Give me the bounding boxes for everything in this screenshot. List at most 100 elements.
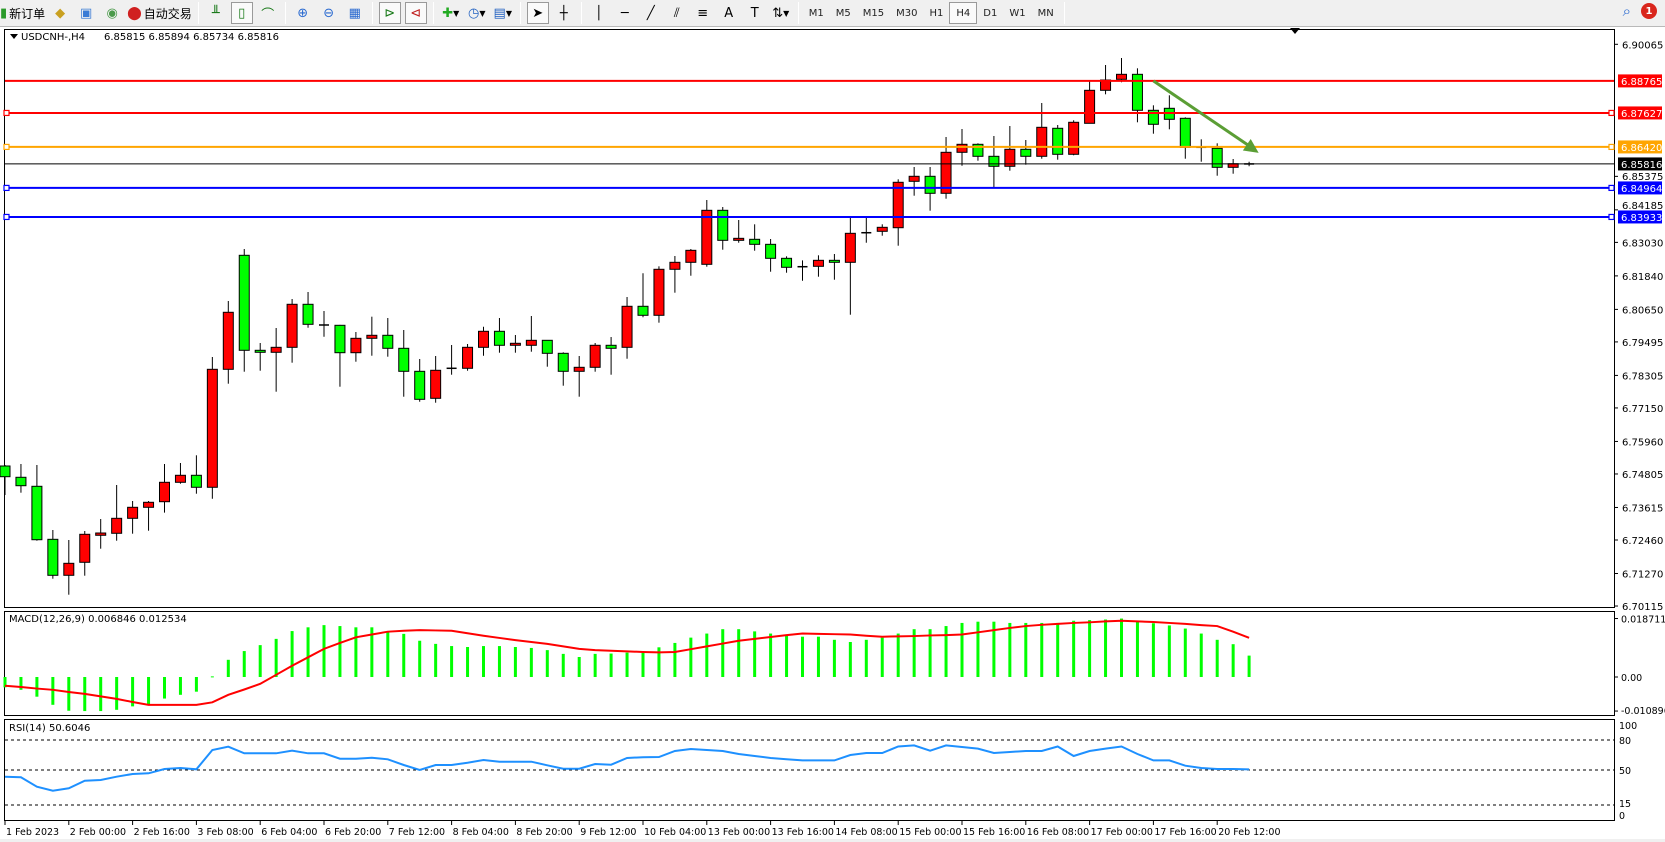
candle-body-bear (254, 349, 266, 353)
macd-histogram-bar (721, 629, 725, 677)
macd-histogram-bar (497, 646, 501, 677)
tile-windows-button[interactable]: ▦ (344, 2, 366, 24)
timeframe-m30[interactable]: M30 (896, 7, 918, 19)
macd-histogram-bar (354, 627, 358, 677)
macd-histogram-bar (210, 676, 214, 678)
candle (589, 343, 601, 372)
rsi-pane-frame[interactable] (4, 719, 1615, 821)
bar-chart-button[interactable]: ╨ (205, 2, 227, 24)
timeframe-mn[interactable]: MN (1037, 7, 1054, 19)
price-tick-label: 6.70115 (1622, 602, 1663, 613)
candle-body-bull (669, 261, 681, 270)
zoom-in-button[interactable]: ⊕ (292, 2, 314, 24)
timeframe-m15[interactable]: M15 (862, 7, 885, 19)
new-order-button[interactable]: ▮ 新订单 (0, 2, 45, 24)
macd-histogram-bar (3, 677, 7, 688)
equidistant-channel-tool[interactable]: ⫽ (666, 2, 688, 24)
crosshair-tool[interactable]: ┼ (553, 2, 575, 24)
candle-body-bull (892, 181, 904, 229)
chart-shift-marker-icon[interactable] (1290, 28, 1300, 34)
trend-arrow-line[interactable] (1152, 79, 1252, 149)
auto-scroll-button[interactable]: ⊳ (378, 2, 401, 24)
line-handle-left[interactable] (3, 213, 10, 221)
line-handle-left[interactable] (3, 143, 10, 151)
timeframe-m5[interactable]: M5 (835, 7, 851, 19)
add-indicator-icon: ✚ (442, 5, 454, 21)
vertical-line-icon: │ (594, 5, 603, 21)
time-tick-label: 10 Feb 04:00 (644, 827, 706, 838)
rsi-layer: 100 80 50 150 (4, 721, 1637, 822)
chart-shift-button[interactable]: ⊲ (404, 2, 427, 24)
candle (95, 519, 107, 549)
candle-body-bull (366, 334, 378, 339)
line-handle-right[interactable] (1608, 109, 1615, 117)
candle-body-bull (653, 268, 665, 316)
candle (733, 219, 745, 243)
templates-button[interactable]: ▤ ▼ (492, 2, 514, 24)
zoom-out-button[interactable]: ⊖ (318, 2, 340, 24)
periods-button[interactable]: ◷ ▼ (466, 2, 488, 24)
candle-body-bear (637, 305, 649, 316)
signals-button[interactable]: ◉ (101, 2, 123, 24)
candle-body-bear (972, 143, 984, 157)
candle-body-bear (1147, 109, 1159, 125)
price-tag-label: 6.84964 (1621, 184, 1662, 195)
timeframe-h1[interactable]: H1 (929, 7, 944, 19)
line-handle-right[interactable] (1608, 213, 1615, 221)
arrows-tool[interactable]: ⇅ ▼ (770, 2, 792, 24)
indicators-button[interactable]: ✚ ▼ (440, 2, 462, 24)
line-handle-left[interactable] (3, 184, 10, 192)
notification-badge[interactable]: 1 (1641, 3, 1657, 19)
line-handle-right[interactable] (1608, 184, 1615, 192)
horizontal-lines-layer[interactable]: 6.88765 6.87627 6.86420 6.85816 6.84964 6.839… (3, 74, 1662, 224)
macd-histogram-bar (545, 650, 549, 677)
candle (1068, 120, 1080, 156)
timeframe-h4[interactable]: H4 (949, 2, 978, 24)
time-tick-label: 2 Feb 00:00 (70, 827, 126, 838)
line-chart-button[interactable]: ⌒ (257, 2, 279, 24)
macd-histogram-bar (226, 659, 230, 677)
macd-histogram-bar (880, 637, 884, 677)
macd-pane-frame[interactable] (4, 611, 1615, 716)
text-tool[interactable]: A (718, 2, 740, 24)
candle (350, 332, 362, 362)
macd-histogram-bar (912, 629, 916, 677)
candle (319, 310, 329, 337)
timeframe-m1[interactable]: M1 (808, 7, 824, 19)
candlestick-chart-button[interactable]: ▯ (230, 2, 253, 24)
candle-body-bull (143, 501, 155, 508)
candle-body-bull (1004, 148, 1016, 167)
fibonacci-tool[interactable]: ≡ (692, 2, 714, 24)
auto-trading-button[interactable]: ⬤ 自动交易 (127, 2, 192, 24)
search-icon[interactable]: ⌕ (1622, 2, 1631, 20)
text-label-tool[interactable]: T (744, 2, 766, 24)
market-watch-button[interactable]: ◆ (49, 2, 71, 24)
candle (238, 248, 250, 372)
candle (685, 248, 697, 276)
vertical-line-tool[interactable]: │ (588, 2, 610, 24)
candle-body-bull (685, 249, 697, 263)
line-handle-left[interactable] (3, 109, 10, 117)
time-tick-label: 7 Feb 12:00 (389, 827, 445, 838)
timeframe-d1[interactable]: D1 (983, 7, 998, 19)
data-window-button[interactable]: ▣ (75, 2, 97, 24)
rsi-tick-label: 100 (1619, 721, 1637, 732)
line-handle-right[interactable] (1608, 143, 1615, 151)
candle-body-bear (557, 352, 569, 372)
rsi-line (4, 744, 1250, 792)
candle (828, 254, 840, 280)
timeframe-w1[interactable]: W1 (1009, 7, 1026, 19)
candle (159, 463, 170, 513)
candle (749, 224, 761, 251)
symbol-dropdown-icon[interactable] (10, 34, 18, 39)
candle-body-bear (1131, 73, 1143, 111)
cursor-tool[interactable]: ➤ (526, 2, 549, 24)
time-tick-label: 8 Feb 20:00 (516, 827, 572, 838)
candle-body-bull (908, 175, 920, 182)
macd-histogram-bar (131, 677, 135, 707)
horizontal-line-tool[interactable]: ─ (614, 2, 636, 24)
trendline-tool[interactable]: ╱ (640, 2, 662, 24)
candle (844, 217, 856, 315)
macd-histogram-bar (737, 629, 741, 677)
